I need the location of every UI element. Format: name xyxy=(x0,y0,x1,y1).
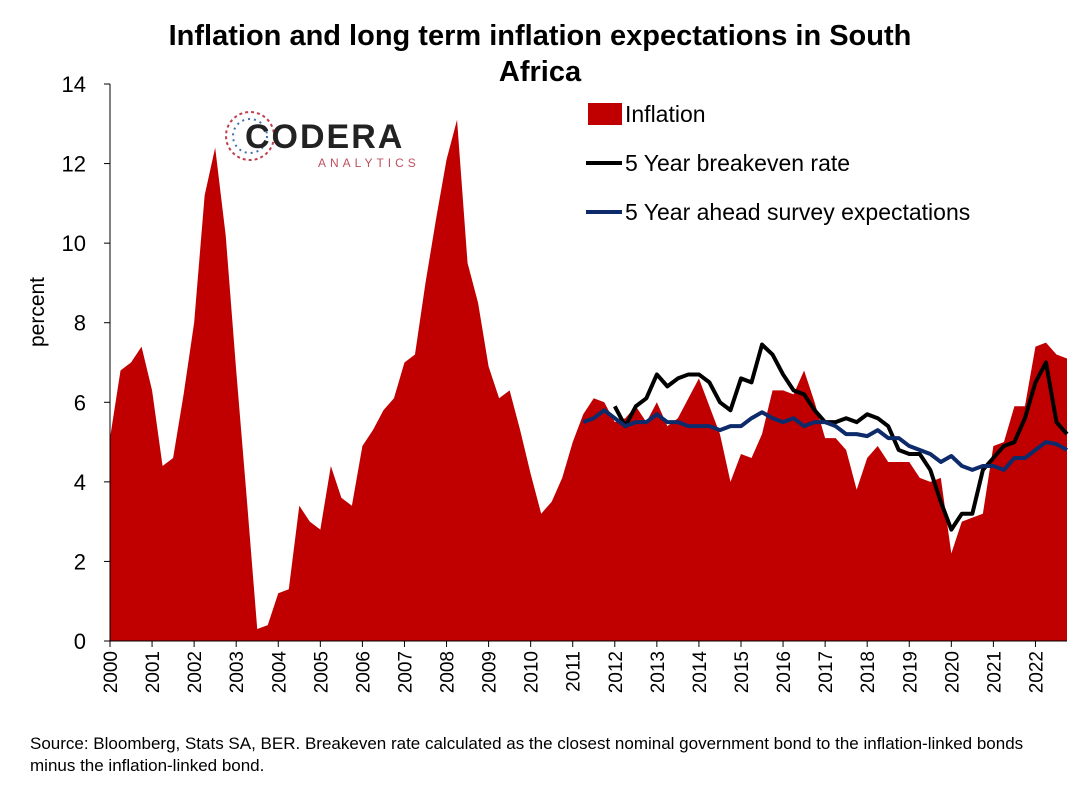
line xyxy=(613,342,1069,532)
y-tick-label: 4 xyxy=(74,470,86,495)
logo-mark xyxy=(232,118,268,154)
x-tick-label: 2004 xyxy=(269,651,290,694)
legend-label: Inflation xyxy=(625,101,706,127)
y-tick-label: 14 xyxy=(62,72,86,97)
x-tick-label: 2015 xyxy=(732,651,753,693)
logo-subtext: ANALYTICS xyxy=(318,156,420,170)
x-tick-label: 2017 xyxy=(816,651,837,693)
y-tick-label: 0 xyxy=(74,629,86,654)
line xyxy=(582,408,1068,472)
legend-label: 5 Year breakeven rate xyxy=(625,150,850,176)
y-tick-label: 10 xyxy=(62,231,86,256)
x-tick-label: 2022 xyxy=(1026,651,1047,693)
x-tick-label: 2012 xyxy=(606,651,627,693)
x-tick-label: 2014 xyxy=(690,651,711,694)
x-tick-label: 2003 xyxy=(227,651,248,693)
y-tick-label: 12 xyxy=(62,152,86,177)
plot-area xyxy=(110,119,1069,641)
legend-swatch xyxy=(588,103,622,125)
x-tick-label: 2016 xyxy=(774,651,795,693)
y-tick-label: 6 xyxy=(74,390,86,415)
chart-title: Inflation and long term inflation expect… xyxy=(168,20,912,88)
legend-label: 5 Year ahead survey expectations xyxy=(625,199,970,225)
y-tick-label: 8 xyxy=(74,311,86,336)
x-tick-label: 2006 xyxy=(353,651,374,693)
logo-text: CODERA xyxy=(245,118,404,156)
x-tick-label: 2021 xyxy=(984,651,1005,693)
x-tick-label: 2009 xyxy=(480,651,501,693)
area xyxy=(110,119,1067,641)
x-tick-label: 2010 xyxy=(522,651,543,693)
x-tick-label: 2013 xyxy=(648,651,669,693)
x-tick-label: 2002 xyxy=(185,651,206,693)
x-tick-label: 2008 xyxy=(438,651,459,693)
y-tick-label: 2 xyxy=(74,549,86,574)
logo-mark xyxy=(225,111,275,161)
x-tick-label: 2000 xyxy=(101,651,122,693)
x-tick-label: 2007 xyxy=(395,651,416,693)
x-tick-label: 2018 xyxy=(858,651,879,693)
x-tick-label: 2019 xyxy=(900,651,921,693)
x-tick-label: 2001 xyxy=(143,651,164,693)
y-axis-label: percent xyxy=(26,277,49,347)
x-tick-label: 2005 xyxy=(311,651,332,693)
logo: CODERA ANALYTICS xyxy=(225,111,420,170)
source-note: Source: Bloomberg, Stats SA, BER. Breake… xyxy=(30,734,1024,775)
x-tick-label: 2020 xyxy=(942,651,963,693)
x-tick-label: 2011 xyxy=(564,651,585,692)
